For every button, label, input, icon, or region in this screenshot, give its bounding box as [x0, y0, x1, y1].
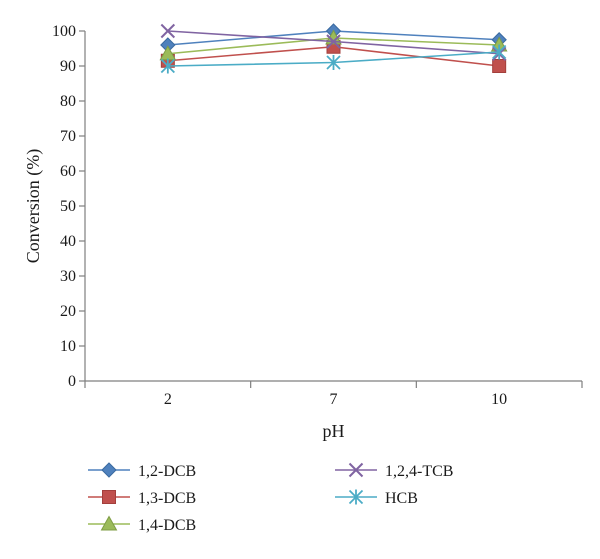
legend-item: 1,4-DCB: [88, 515, 196, 534]
series-group: [159, 23, 508, 74]
y-axis-title: Conversion (%): [23, 149, 44, 263]
series-HCB: [160, 44, 507, 74]
legend: 1,2-DCB 1,3-DCB 1,4-DCB 1,2,4-TCB HCB: [88, 462, 453, 534]
y-tick-label: 100: [52, 23, 76, 40]
axes: [84, 31, 582, 382]
y-tick-label: 50: [60, 198, 76, 215]
x-tick-label: 2: [164, 391, 172, 408]
x-tick-label: 10: [491, 391, 507, 408]
legend-marker: [101, 462, 117, 478]
y-tick-label: 90: [60, 58, 76, 75]
legend-marker: [102, 490, 116, 504]
legend-item: 1,2-DCB: [88, 462, 196, 480]
y-tick-label: 20: [60, 303, 76, 320]
data-point: [160, 23, 176, 39]
y-axis-ticks: 0 10 20 30 40 50 60 70 80 90 100: [52, 23, 85, 390]
legend-label: 1,2,4-TCB: [385, 463, 453, 480]
y-tick-label: 0: [68, 373, 76, 390]
legend-item: 1,2,4-TCB: [335, 462, 453, 480]
legend-item: 1,3-DCB: [88, 490, 196, 507]
legend-marker: [348, 489, 364, 505]
legend-label: HCB: [385, 490, 418, 507]
data-point: [492, 59, 507, 73]
y-tick-label: 40: [60, 233, 76, 250]
y-tick-label: 10: [60, 338, 76, 355]
y-tick-label: 80: [60, 93, 76, 110]
legend-marker: [348, 462, 364, 478]
legend-label: 1,4-DCB: [138, 517, 196, 534]
data-point: [326, 34, 341, 49]
legend-marker: [100, 515, 118, 531]
x-axis-title: pH: [323, 421, 345, 441]
data-point: [160, 58, 175, 74]
data-point: [326, 55, 341, 70]
y-tick-label: 60: [60, 163, 76, 180]
x-axis-ticks: 2 7 10: [84, 381, 583, 408]
y-tick-label: 70: [60, 128, 76, 145]
legend-label: 1,2-DCB: [138, 463, 196, 480]
legend-label: 1,3-DCB: [138, 490, 196, 507]
data-point: [492, 44, 507, 60]
x-tick-label: 7: [330, 391, 338, 408]
legend-item: HCB: [335, 489, 418, 507]
y-tick-label: 30: [60, 268, 76, 285]
